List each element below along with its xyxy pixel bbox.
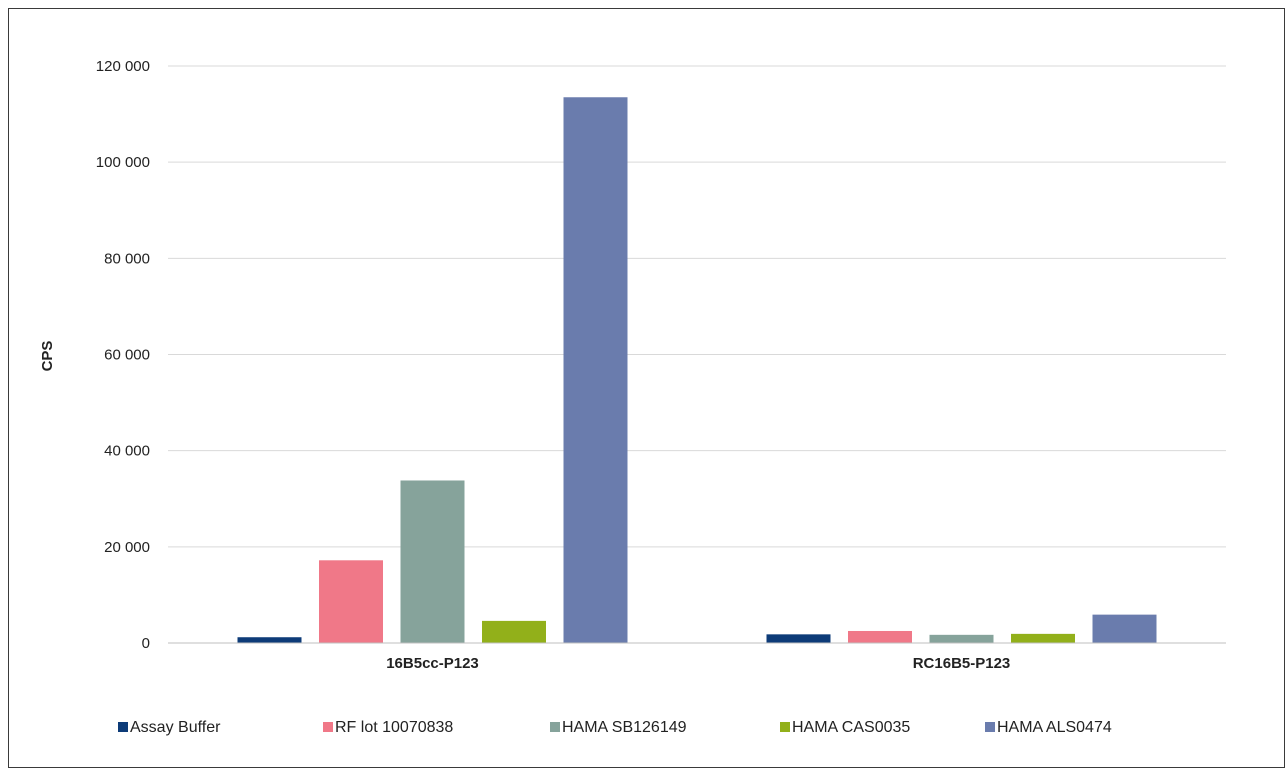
gridlines — [168, 65, 1226, 548]
bar-assay-buffer-1 — [766, 634, 831, 643]
legend-label: HAMA CAS0035 — [792, 719, 910, 736]
category-label: RC16B5-P123 — [913, 655, 1011, 672]
legend-label: Assay Buffer — [130, 719, 221, 736]
y-tick-label: 80 000 — [104, 250, 150, 267]
bar-hama-als0474-0 — [563, 97, 628, 644]
bar-hama-cas0035-0 — [482, 620, 546, 643]
bar-hama-als0474-1 — [1092, 614, 1157, 643]
legend-item: RF lot 10070838 — [323, 719, 453, 736]
legend-swatch — [985, 722, 995, 732]
y-tick-label: 60 000 — [104, 347, 150, 364]
legend-item: HAMA ALS0474 — [985, 719, 1112, 736]
legend-swatch — [323, 722, 333, 732]
legend-swatch — [550, 722, 560, 732]
y-tick-label: 40 000 — [104, 443, 150, 460]
legend-item: Assay Buffer — [118, 719, 221, 736]
y-tick-label: 120 000 — [96, 58, 150, 75]
y-tick-label: 0 — [142, 635, 150, 652]
legend: Assay Buffer RF lot 10070838 HAMA SB126149… — [118, 719, 1112, 736]
category-labels: 16B5cc-P123 RC16B5-P123 — [386, 655, 1010, 672]
bar-hama-cas0035-1 — [1011, 633, 1075, 643]
bar-assay-buffer-0 — [237, 637, 302, 643]
y-tick-label: 20 000 — [104, 539, 150, 556]
legend-label: HAMA ALS0474 — [997, 719, 1112, 736]
legend-item: HAMA SB126149 — [550, 719, 687, 736]
legend-label: HAMA SB126149 — [562, 719, 687, 736]
legend-label: RF lot 10070838 — [335, 719, 453, 736]
legend-item: HAMA CAS0035 — [780, 719, 910, 736]
bar-rf-lot-10070838-0 — [319, 560, 383, 643]
bar-hama-sb126149-1 — [929, 634, 994, 643]
y-axis-label: CPS — [39, 341, 56, 372]
category-label: 16B5cc-P123 — [386, 655, 479, 672]
legend-swatch — [780, 722, 790, 732]
bar-rf-lot-10070838-1 — [848, 630, 912, 643]
bars — [237, 97, 1157, 644]
legend-swatch — [118, 722, 128, 732]
bar-hama-sb126149-0 — [400, 480, 465, 643]
y-tick-label: 100 000 — [96, 154, 150, 171]
y-axis-ticks: 0 20 000 40 000 60 000 80 000 100 000 120 000 — [96, 58, 150, 652]
